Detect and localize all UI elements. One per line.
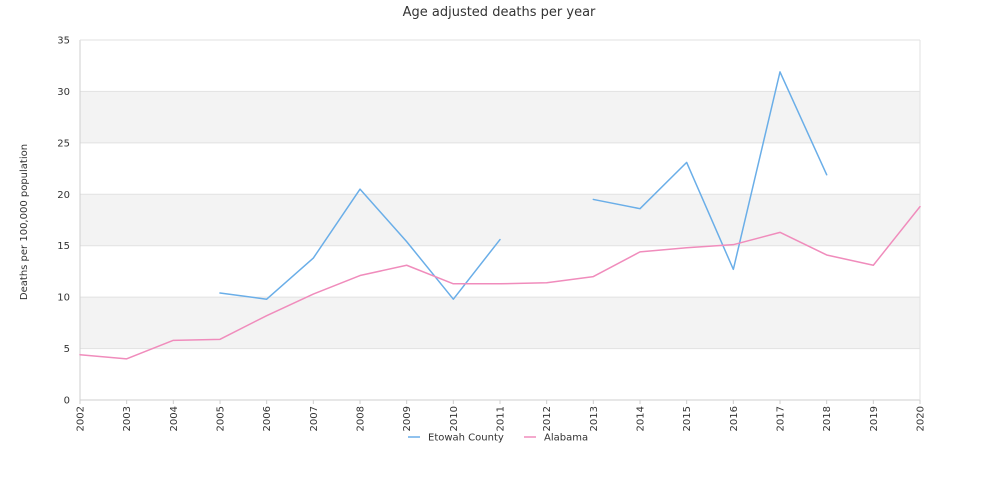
y-tick-label: 5 [64,344,70,355]
grid-band [80,194,920,246]
series-lines [79,71,921,360]
etowah-county-line [219,188,501,300]
y-tick-label: 10 [57,293,70,304]
x-tick-label: 2019 [869,406,880,431]
y-axis-label: Deaths per 100,000 population [19,144,30,300]
y-axis-ticks: 0 5 10 15 20 25 30 35 [57,36,70,407]
x-tick-label: 2017 [776,406,787,431]
x-axis-ticks: 2002 2003 2004 2005 2006 2007 2008 2009 2010 2011… [76,400,927,431]
y-tick-label: 30 [57,87,70,98]
y-tick-label: 20 [57,190,70,201]
x-tick-label: 2012 [542,406,553,431]
alabama-line [79,205,921,360]
x-tick-label: 2008 [356,406,367,431]
y-tick-label: 0 [64,396,70,407]
x-tick-label: 2002 [76,406,87,431]
x-tick-label: 2010 [449,406,460,431]
alabama-legend-label: Alabama [544,433,588,444]
etowah-county-legend-label: Etowah County [428,433,504,444]
legend: Etowah County Alabama [408,433,588,444]
y-tick-label: 25 [57,138,70,149]
x-tick-label: 2014 [636,406,647,431]
x-tick-label: 2007 [309,406,320,431]
x-tick-label: 2009 [402,406,413,431]
x-tick-label: 2015 [682,406,693,431]
x-tick-label: 2005 [216,406,227,431]
gridlines [80,39,920,401]
x-tick-label: 2013 [589,406,600,431]
x-tick-label: 2020 [916,406,927,431]
x-tick-label: 2016 [729,406,740,431]
grid-band [80,297,920,349]
grid-band [80,91,920,143]
x-tick-label: 2003 [122,406,133,431]
x-tick-label: 2018 [822,406,833,431]
y-tick-label: 35 [57,36,70,47]
etowah-county-line [592,71,828,271]
x-tick-label: 2004 [169,406,180,431]
y-tick-label: 15 [57,241,70,252]
background-bands [80,91,920,349]
chart-title: Age adjusted deaths per year [403,5,596,20]
x-tick-label: 2011 [496,406,507,431]
x-tick-label: 2006 [262,406,273,431]
